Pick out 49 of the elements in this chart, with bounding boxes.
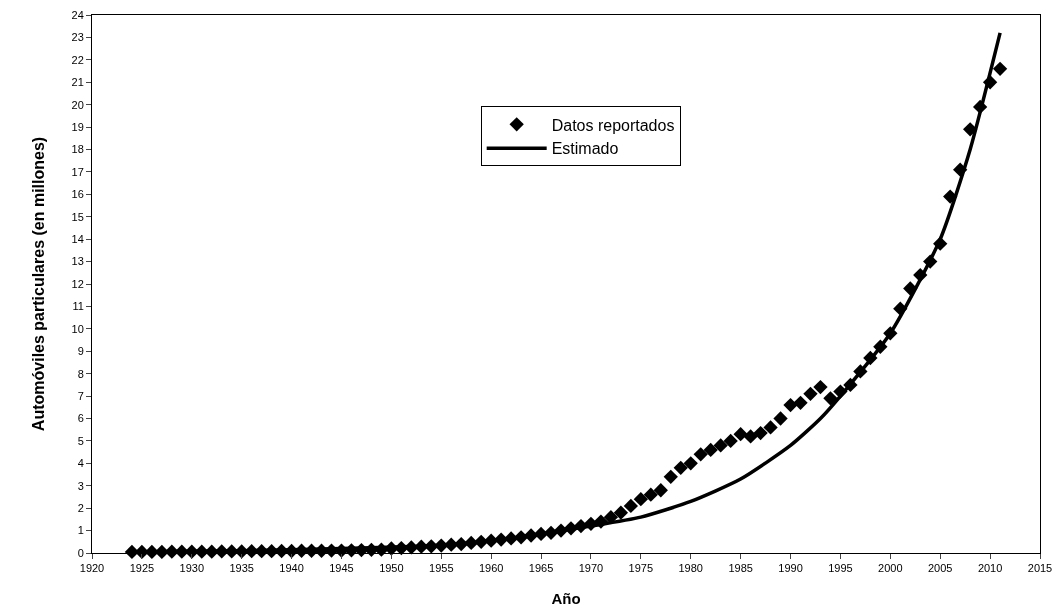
x-tick-label: 1995: [828, 562, 853, 575]
y-tick-label: 15: [71, 210, 84, 223]
x-tick-label: 1935: [229, 562, 254, 575]
y-tick-label: 18: [71, 143, 84, 156]
x-tick-label: 1925: [129, 562, 155, 575]
y-tick-label: 0: [77, 546, 84, 559]
x-tick-label: 1970: [578, 562, 604, 575]
y-tick-label: 24: [71, 8, 84, 21]
y-tick-label: 6: [77, 412, 84, 425]
y-tick-label: 13: [71, 255, 84, 268]
x-tick-label: 1990: [778, 562, 803, 575]
y-tick-label: 9: [77, 345, 84, 358]
x-tick-label: 2000: [878, 562, 903, 575]
y-tick-label: 8: [77, 367, 84, 380]
legend-label: Datos reportados: [551, 116, 675, 134]
y-tick-label: 17: [71, 165, 84, 178]
y-tick-label: 5: [77, 434, 84, 447]
y-tick-label: 20: [71, 98, 84, 111]
y-tick-label: 4: [77, 457, 84, 470]
x-axis-title: Año: [551, 590, 581, 608]
y-tick-label: 22: [71, 53, 84, 66]
x-tick-label: 1965: [528, 562, 554, 575]
x-tick-label: 2010: [977, 562, 1003, 575]
y-tick-label: 16: [71, 188, 84, 201]
y-axis-title: Automóviles particulares (en millones): [30, 136, 48, 432]
x-tick-label: 1975: [628, 562, 654, 575]
y-tick-label: 10: [71, 322, 84, 335]
y-tick-label: 19: [71, 120, 84, 133]
y-tick-label: 1: [77, 524, 84, 537]
x-tick-label: 1920: [79, 562, 105, 575]
y-tick-label: 23: [71, 31, 84, 44]
y-tick-label: 21: [71, 76, 84, 89]
x-tick-label: 2005: [927, 562, 953, 575]
x-tick-label: 1950: [379, 562, 404, 575]
legend-label: Estimado: [551, 140, 619, 158]
x-tick-label: 1980: [678, 562, 703, 575]
x-tick-label: 1955: [429, 562, 454, 575]
x-tick-label: 1985: [728, 562, 753, 575]
y-tick-label: 2: [77, 502, 84, 515]
x-tick-label: 1930: [179, 562, 205, 575]
x-tick-label: 2015: [1027, 562, 1053, 575]
y-tick-label: 14: [71, 233, 84, 246]
y-tick-label: 7: [77, 389, 84, 402]
y-tick-label: 12: [71, 277, 84, 290]
y-tick-label: 11: [72, 300, 84, 313]
x-tick-label: 1940: [279, 562, 304, 575]
x-tick-label: 1960: [478, 562, 504, 575]
y-tick-label: 3: [77, 479, 84, 492]
x-tick-label: 1945: [329, 562, 354, 575]
